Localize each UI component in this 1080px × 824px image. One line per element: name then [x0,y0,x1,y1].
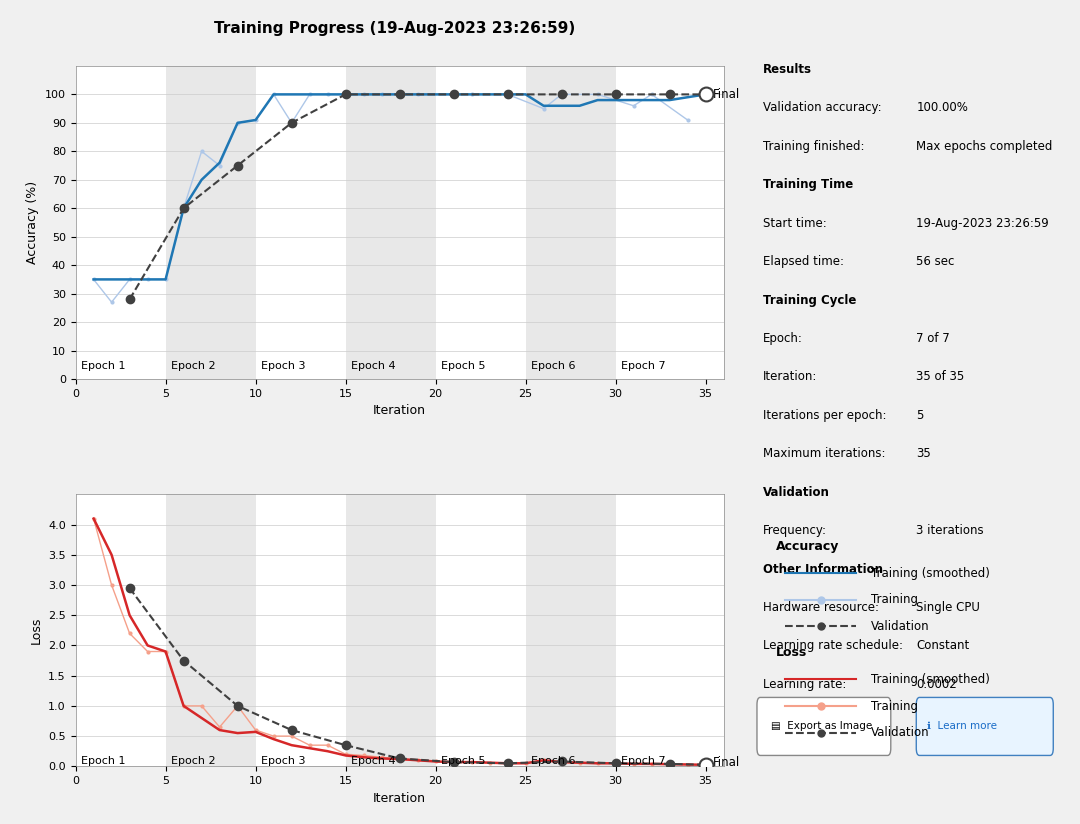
Text: Epoch:: Epoch: [764,332,804,345]
Text: ▤  Export as Image: ▤ Export as Image [771,721,873,731]
Text: 35 of 35: 35 of 35 [916,371,964,383]
Text: Epoch 3: Epoch 3 [261,361,306,371]
Text: Validation accuracy:: Validation accuracy: [764,101,882,115]
Text: Training Progress (19-Aug-2023 23:26:59): Training Progress (19-Aug-2023 23:26:59) [214,21,575,35]
Y-axis label: Loss: Loss [29,616,42,644]
Text: Training finished:: Training finished: [764,140,865,152]
Text: 19-Aug-2023 23:26:59: 19-Aug-2023 23:26:59 [916,217,1049,230]
Text: Epoch 7: Epoch 7 [621,756,665,765]
Text: 0.0002: 0.0002 [916,678,957,691]
Text: Single CPU: Single CPU [916,601,981,614]
X-axis label: Iteration: Iteration [373,405,427,417]
Text: Final: Final [713,756,740,769]
Bar [165,66,256,379]
Text: Learning rate:: Learning rate: [764,678,847,691]
Text: Epoch 3: Epoch 3 [261,756,306,765]
Text: Elapsed time:: Elapsed time: [764,255,845,268]
Text: Epoch 1: Epoch 1 [81,361,125,371]
Text: Training Cycle: Training Cycle [764,293,856,307]
Text: Iterations per epoch:: Iterations per epoch: [764,409,887,422]
Text: 56 sec: 56 sec [916,255,955,268]
Text: Epoch 5: Epoch 5 [441,756,486,765]
Text: Accuracy: Accuracy [777,541,839,553]
Text: Training (smoothed): Training (smoothed) [872,567,990,580]
Text: 5: 5 [916,409,923,422]
Text: Maximum iterations:: Maximum iterations: [764,447,886,461]
Text: Training Time: Training Time [764,178,853,191]
Text: Validation: Validation [872,726,930,739]
Bar [526,66,616,379]
Text: Epoch 5: Epoch 5 [441,361,486,371]
Text: Hardware resource:: Hardware resource: [764,601,879,614]
Text: Training: Training [872,700,918,713]
Text: Epoch 4: Epoch 4 [351,756,395,765]
Text: 35: 35 [916,447,931,461]
Text: Results: Results [764,63,812,76]
Text: ℹ  Learn more: ℹ Learn more [928,721,998,731]
Text: Frequency:: Frequency: [764,524,827,537]
Text: Final: Final [713,88,740,101]
Text: Learning rate schedule:: Learning rate schedule: [764,639,903,653]
Text: Epoch 1: Epoch 1 [81,756,125,765]
Text: 100.00%: 100.00% [916,101,968,115]
Text: Epoch 4: Epoch 4 [351,361,395,371]
Text: Constant: Constant [916,639,970,653]
Text: Loss: Loss [777,647,808,659]
Bar [346,494,435,766]
Text: Max epochs completed: Max epochs completed [916,140,1053,152]
Bar [165,494,256,766]
Text: Epoch 2: Epoch 2 [171,756,216,765]
Text: Validation: Validation [764,485,831,499]
Text: Epoch 7: Epoch 7 [621,361,665,371]
Text: Epoch 6: Epoch 6 [531,756,576,765]
Text: Training: Training [872,593,918,606]
Bar [346,66,435,379]
Text: 3 iterations: 3 iterations [916,524,984,537]
FancyBboxPatch shape [916,697,1053,756]
Text: Epoch 2: Epoch 2 [171,361,216,371]
X-axis label: Iteration: Iteration [373,792,427,804]
FancyBboxPatch shape [757,697,891,756]
Text: Iteration:: Iteration: [764,371,818,383]
Bar [526,494,616,766]
Text: Other Information: Other Information [764,563,883,575]
Text: Start time:: Start time: [764,217,827,230]
Text: 7 of 7: 7 of 7 [916,332,950,345]
Text: Training (smoothed): Training (smoothed) [872,673,990,686]
Text: Epoch 6: Epoch 6 [531,361,576,371]
Text: Validation: Validation [872,620,930,633]
Y-axis label: Accuracy (%): Accuracy (%) [26,181,39,264]
